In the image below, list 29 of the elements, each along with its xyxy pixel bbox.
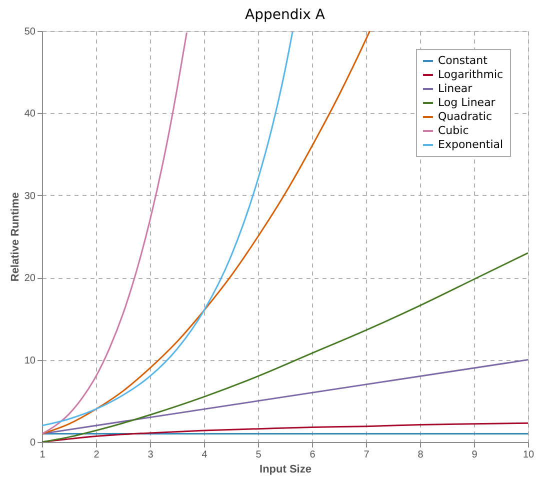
legend-label: Exponential: [438, 138, 504, 151]
y-tick-label: 0: [30, 438, 36, 448]
legend-label: Logarithmic: [438, 68, 504, 81]
legend-label: Quadratic: [438, 110, 492, 123]
line-series: [42, 31, 294, 426]
x-tick-label: 1: [40, 450, 46, 460]
x-tick-label: 9: [472, 450, 478, 460]
x-tick-label: 4: [202, 450, 208, 460]
x-tick-label: 6: [310, 450, 316, 460]
line-series: [42, 32, 188, 435]
y-tick-label: 50: [24, 26, 36, 38]
legend-label: Cubic: [438, 124, 469, 137]
y-tick-label: 20: [24, 273, 36, 284]
legend-label: Linear: [438, 82, 473, 95]
x-tick-label: 3: [148, 450, 154, 460]
chart-title: Appendix A: [245, 7, 326, 23]
x-axis-title: Input Size: [260, 464, 312, 476]
y-tick-label: 10: [24, 355, 36, 366]
line-series: [42, 31, 371, 435]
legend-label: Log Linear: [438, 96, 496, 109]
y-axis-title: Relative Runtime: [9, 192, 22, 282]
legend-label: Constant: [438, 54, 488, 67]
y-tick-label: 30: [24, 190, 36, 202]
x-tick-label: 5: [256, 450, 262, 460]
y-tick-label: 40: [24, 108, 36, 120]
x-tick-label: 8: [418, 450, 424, 460]
x-tick-label: 7: [364, 450, 370, 460]
x-tick-label: 10: [522, 450, 534, 460]
x-tick-label: 2: [94, 450, 100, 460]
